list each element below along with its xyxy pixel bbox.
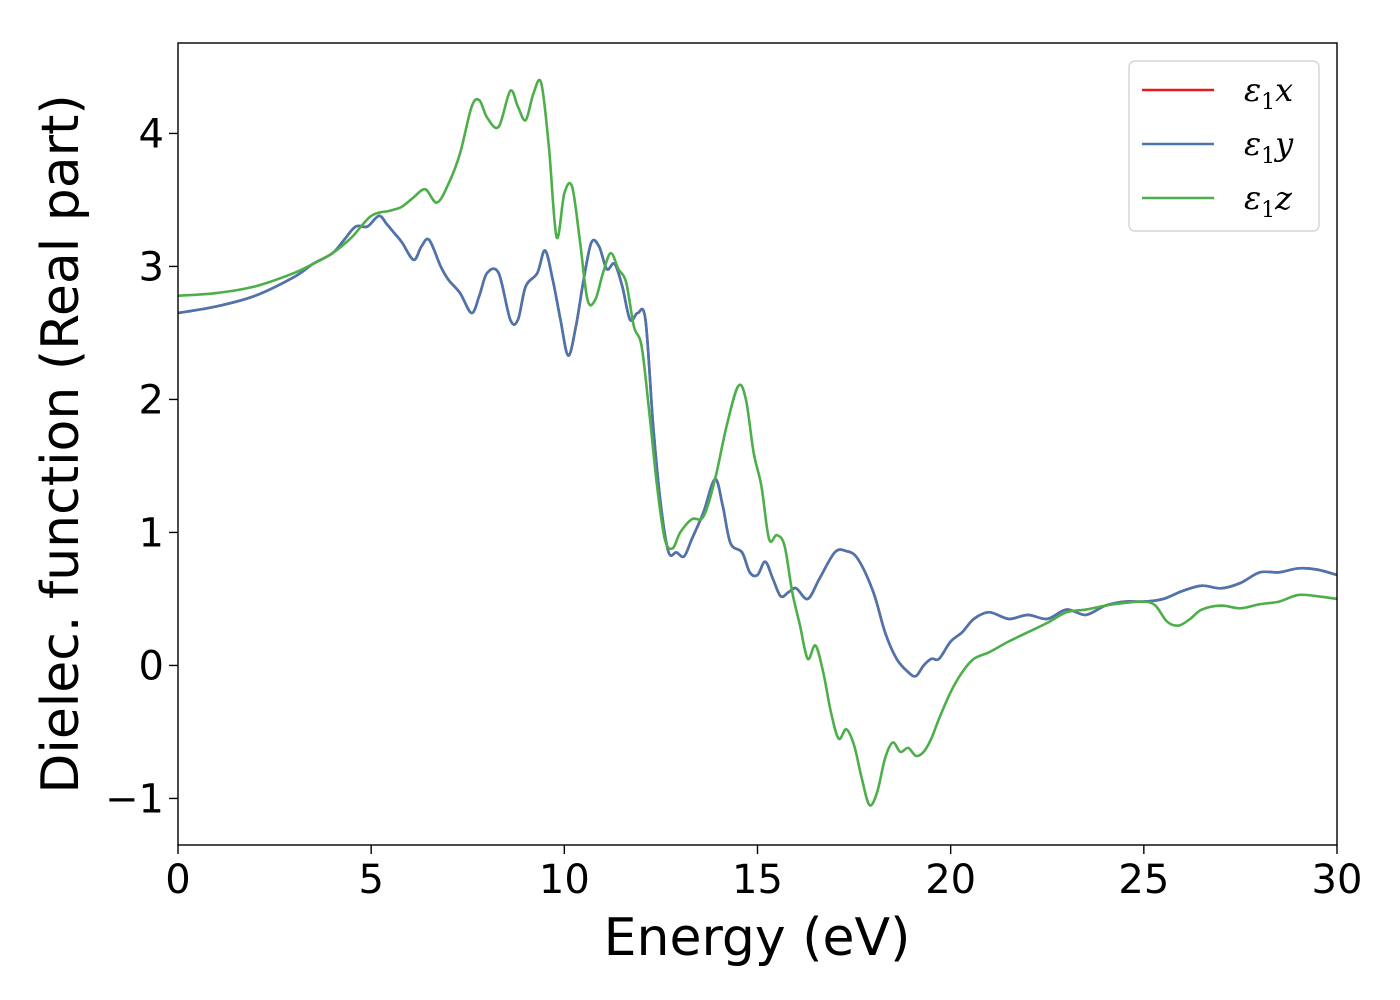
x-tick-label: 10 [539,857,590,903]
x-tick-label: 25 [1118,857,1169,903]
y-tick-label: 4 [139,111,164,157]
series-line-x [178,214,1337,678]
x-tick-label: 20 [925,857,976,903]
legend-box [1128,60,1320,232]
legend-label-y: ε1y [1244,125,1294,169]
x-tick-label: 5 [358,857,383,903]
x-axis-label: Energy (eV) [604,908,911,968]
x-axis-ticks: 0 5 10 15 20 25 30 [165,845,1362,903]
x-tick-label: 15 [732,857,783,903]
y-axis-label: Dielec. function (Real part) [31,94,91,793]
series-layer [178,78,1337,807]
y-tick-label: 3 [139,244,164,290]
legend: ε1x ε1y ε1z [1128,60,1320,232]
y-tick-label: 1 [139,510,164,556]
y-tick-label: 0 [139,643,164,689]
series-line-z [178,78,1337,807]
y-axis-ticks: −1 0 1 2 3 4 [105,111,178,822]
y-tick-label: 2 [139,377,164,423]
x-tick-label: 0 [165,857,190,903]
y-tick-label: −1 [105,776,164,822]
x-tick-label: 30 [1312,857,1363,903]
legend-label-z: ε1z [1244,179,1293,223]
series-line-y [178,214,1337,678]
legend-label-x: ε1x [1244,71,1293,115]
